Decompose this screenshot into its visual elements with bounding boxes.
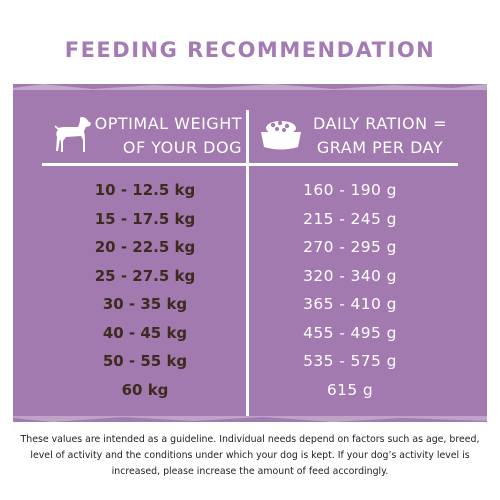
- weight-cell: 25 - 27.5 kg: [94, 266, 196, 285]
- table-row: 60 kg 615 g: [0, 378, 500, 407]
- weight-header-line2: OF YOUR DOG: [122, 138, 242, 157]
- weight-cell: 10 - 12.5 kg: [94, 181, 196, 199]
- brush-edge-decoration: [13, 84, 487, 422]
- ration-cell: 270 - 295 g: [303, 238, 397, 256]
- guideline-note: These values are intended as a guideline…: [20, 434, 480, 477]
- ration-cell: 215 - 245 g: [303, 209, 397, 228]
- header-divider: [42, 163, 458, 166]
- weight-header-line1: OPTIMAL WEIGHT: [94, 114, 242, 133]
- table-row: 10 - 12.5 kg 160 - 190 g: [0, 178, 500, 207]
- weight-column-header: OPTIMAL WEIGHT OF YOUR DOG: [92, 112, 242, 160]
- ration-cell: 320 - 340 g: [303, 266, 397, 285]
- dog-icon: [54, 117, 91, 152]
- ration-cell: 160 - 190 g: [303, 181, 397, 199]
- weight-cell: 15 - 17.5 kg: [94, 209, 196, 228]
- column-divider: [246, 110, 249, 416]
- weight-cell: 40 - 45 kg: [102, 323, 188, 342]
- table-row: 25 - 27.5 kg 320 - 340 g: [0, 264, 500, 293]
- weight-cell: 60 kg: [121, 380, 169, 399]
- page-title: FEEDING RECOMMENDATION: [64, 38, 436, 62]
- ration-cell: 615 g: [326, 380, 374, 399]
- weight-cell: 30 - 35 kg: [102, 295, 188, 313]
- ration-cell: 365 - 410 g: [303, 295, 397, 313]
- ration-header-line1: DAILY RATION =: [312, 114, 448, 133]
- weight-cell: 50 - 55 kg: [102, 352, 188, 370]
- feeding-table-panel: [13, 84, 487, 422]
- ration-cell: 535 - 575 g: [303, 352, 397, 370]
- food-bowl-icon: [261, 120, 301, 150]
- table-row: 30 - 35 kg 365 - 410 g: [0, 292, 500, 321]
- ration-cell: 455 - 495 g: [303, 323, 397, 342]
- ration-header-line2: GRAM PER DAY: [316, 138, 444, 157]
- table-row: 40 - 45 kg 455 - 495 g: [0, 321, 500, 350]
- feeding-rows: 10 - 12.5 kg 160 - 190 g 15 - 17.5 kg 21…: [0, 178, 500, 406]
- weight-cell: 20 - 22.5 kg: [94, 238, 196, 256]
- table-row: 20 - 22.5 kg 270 - 295 g: [0, 235, 500, 264]
- table-row: 15 - 17.5 kg 215 - 245 g: [0, 207, 500, 236]
- table-row: 50 - 55 kg 535 - 575 g: [0, 349, 500, 378]
- ration-column-header: DAILY RATION = GRAM PER DAY: [300, 112, 460, 160]
